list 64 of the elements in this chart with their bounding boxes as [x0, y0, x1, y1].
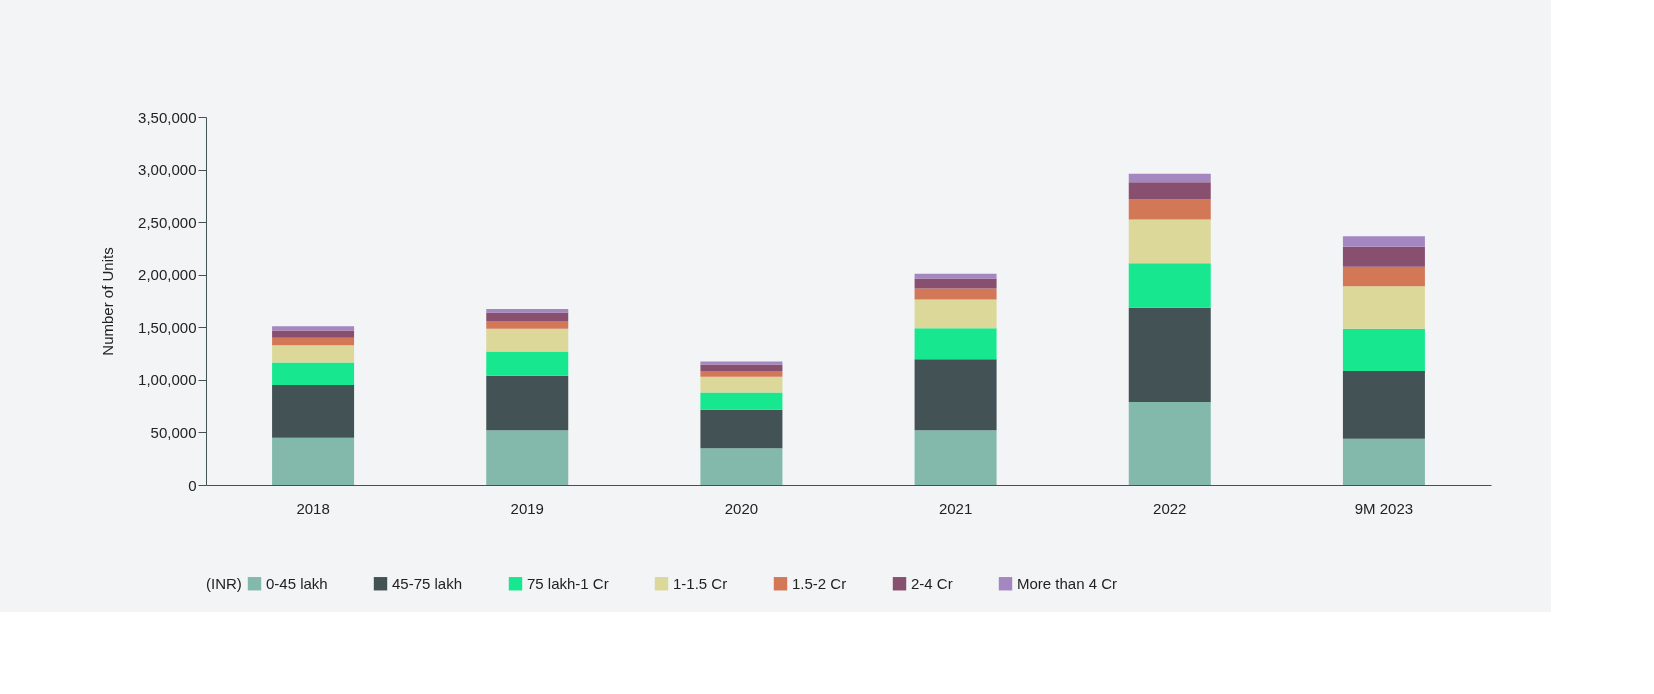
bar [1128, 199, 1211, 220]
bar [1128, 263, 1211, 308]
bar [486, 328, 569, 352]
bar [700, 409, 783, 449]
bar [486, 320, 569, 329]
x-tick-label: 2022 [1153, 499, 1187, 517]
y-tick-label: 3,50,000 [138, 108, 197, 126]
bar [486, 351, 569, 376]
bar [914, 299, 997, 329]
bar [1342, 328, 1425, 371]
bar [914, 288, 997, 300]
x-tick-label: 2021 [938, 499, 973, 517]
y-tick-label: 2,00,000 [138, 266, 197, 284]
legend-label: 1-1.5 Cr [673, 574, 728, 592]
x-tick-label: 9M 2023 [1354, 499, 1414, 517]
bar [914, 359, 997, 431]
y-tick-label: 1,50,000 [138, 318, 197, 336]
y-tick-label: 2,50,000 [138, 213, 197, 231]
bar [272, 337, 355, 346]
x-tick-label: 2018 [296, 499, 330, 517]
y-tick-label: 0 [188, 476, 197, 494]
bar [914, 328, 997, 360]
bar [272, 437, 355, 485]
bar [1128, 173, 1211, 183]
bar [700, 361, 783, 365]
bar [700, 370, 783, 377]
bar [1342, 286, 1425, 329]
bar [914, 430, 997, 485]
legend-label: 1.5-2 Cr [792, 574, 847, 592]
legend-label: 2-4 Cr [911, 574, 953, 592]
legend-label: 45-75 lakh [392, 574, 463, 592]
y-axis-title: Number of Units [99, 247, 117, 356]
bar [700, 376, 783, 393]
bar [486, 430, 569, 485]
bar [272, 330, 355, 338]
bar [1128, 182, 1211, 200]
bar [1128, 219, 1211, 264]
bar [1342, 236, 1425, 247]
bar [1342, 370, 1425, 439]
y-tick-label: 50,000 [150, 423, 197, 441]
legend-title: (INR) [206, 575, 242, 592]
bar [272, 326, 355, 331]
bar [700, 448, 783, 485]
legend-label: 0-45 lakh [266, 574, 328, 592]
x-tick-label: 2020 [724, 499, 759, 517]
legend-label: 75 lakh-1 Cr [527, 574, 609, 592]
bar [1342, 246, 1425, 267]
bar [700, 364, 783, 371]
bar [1342, 438, 1425, 485]
y-tick-label: 3,00,000 [138, 161, 197, 179]
bar [272, 385, 355, 438]
bar [272, 345, 355, 363]
bar [1128, 307, 1211, 402]
bar [486, 308, 569, 313]
bar [272, 362, 355, 386]
y-tick-label: 1,00,000 [138, 371, 197, 389]
bar [486, 312, 569, 321]
bar [914, 278, 997, 289]
bar [700, 392, 783, 410]
bar [486, 375, 569, 431]
bar [1128, 401, 1211, 485]
bar [1342, 266, 1425, 287]
legend-label: More than 4 Cr [1017, 574, 1118, 592]
x-tick-label: 2019 [510, 499, 544, 517]
